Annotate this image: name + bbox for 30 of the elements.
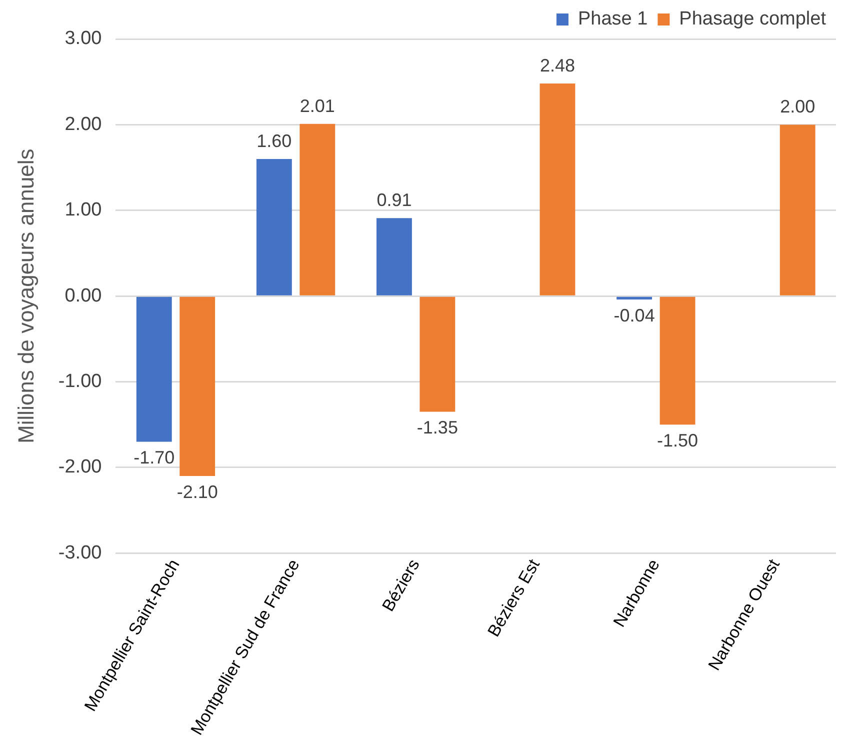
legend-label: Phasage complet bbox=[679, 8, 827, 30]
bar bbox=[136, 296, 172, 442]
bar bbox=[616, 296, 652, 300]
y-tick-label: 0.00 bbox=[64, 285, 102, 306]
y-axis-title: Millions de voyageurs annuels bbox=[13, 148, 38, 444]
data-label: 2.01 bbox=[300, 96, 335, 116]
y-tick-label: 1.00 bbox=[64, 200, 102, 221]
bar bbox=[420, 296, 456, 412]
bar bbox=[780, 124, 816, 296]
data-label: 1.60 bbox=[256, 130, 292, 151]
bar bbox=[300, 124, 336, 296]
bar bbox=[180, 296, 216, 476]
data-label: -2.10 bbox=[176, 482, 218, 502]
legend-label: Phase 1 bbox=[578, 8, 648, 30]
y-tick-label: 2.00 bbox=[64, 114, 102, 135]
y-tick-label: -2.00 bbox=[58, 456, 102, 478]
data-label: 2.00 bbox=[780, 96, 816, 117]
data-label: 0.91 bbox=[376, 190, 412, 210]
data-label: -1.35 bbox=[416, 418, 458, 438]
data-label: 2.48 bbox=[540, 56, 576, 76]
bar bbox=[256, 158, 292, 296]
y-tick-label: -3.00 bbox=[58, 542, 102, 564]
bar bbox=[376, 218, 412, 296]
y-tick-label: 3.00 bbox=[64, 28, 102, 50]
data-label: -1.50 bbox=[657, 430, 698, 451]
bar bbox=[660, 296, 696, 425]
bar bbox=[540, 84, 576, 296]
data-label: -0.04 bbox=[614, 305, 655, 326]
y-tick-label: -1.00 bbox=[58, 370, 102, 392]
data-label: -1.70 bbox=[134, 448, 175, 468]
